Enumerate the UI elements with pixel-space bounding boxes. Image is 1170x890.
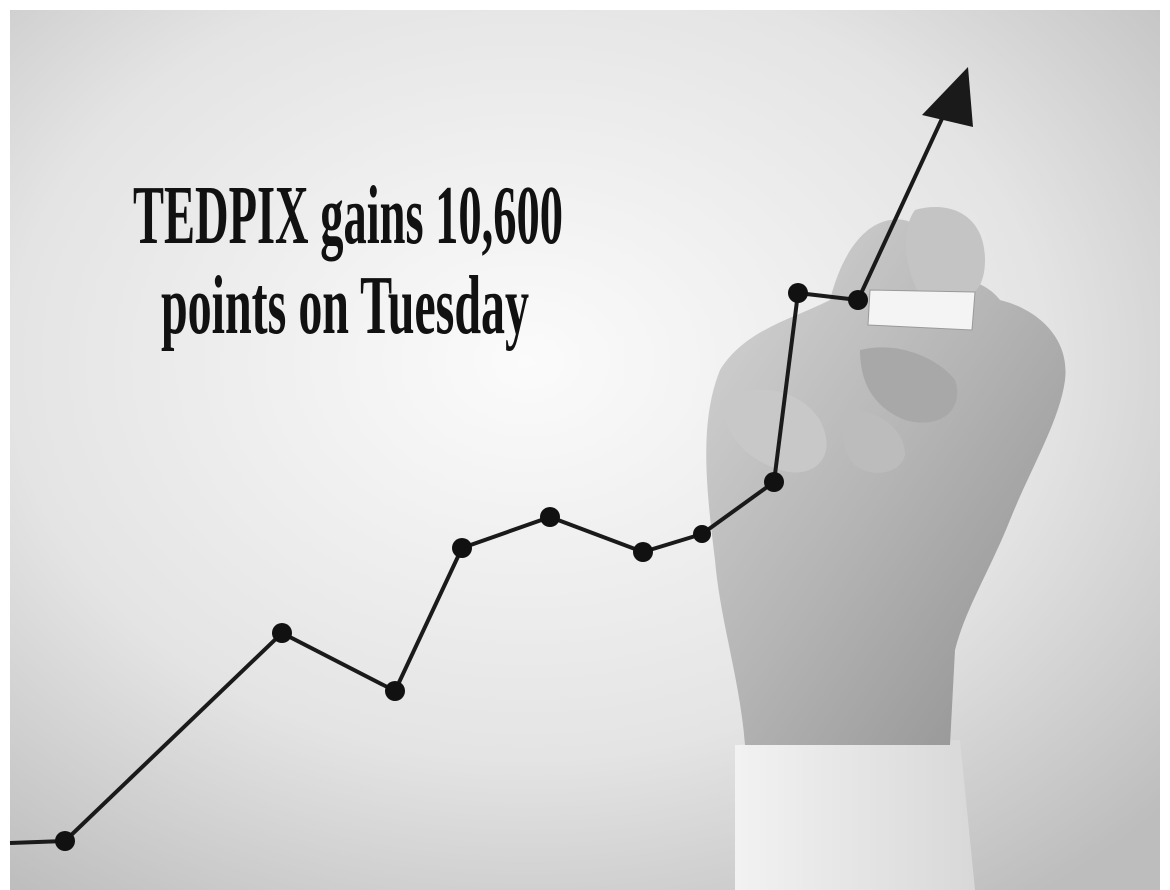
sleeve (735, 740, 975, 890)
page: TEDPIX gains 10,600 points on Tuesday ((… (0, 0, 1170, 890)
headline-line: TEDPIX gains 10,600 (133, 169, 563, 262)
illustration: TEDPIX gains 10,600 points on Tuesday (0, 0, 1170, 890)
marker (868, 290, 975, 330)
headline-line: points on Tuesday (161, 259, 529, 352)
